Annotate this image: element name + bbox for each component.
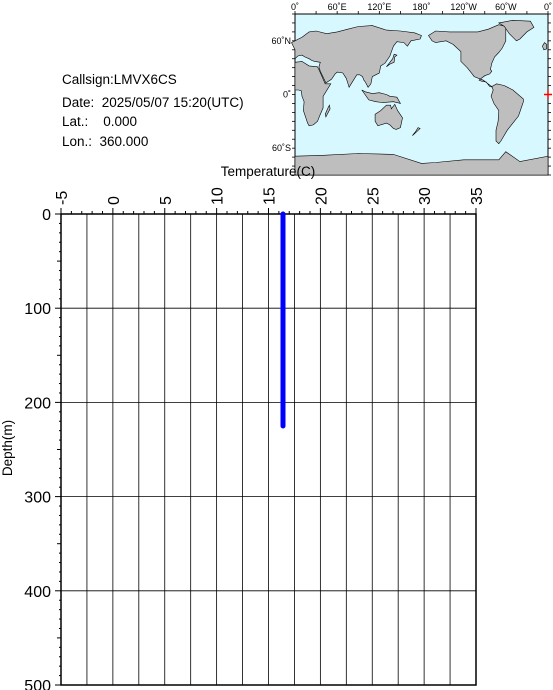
x-tick-label: 10 [210, 187, 227, 205]
map-longitude-label: 0˚ [291, 2, 299, 12]
land-shape [291, 25, 422, 89]
land-shape [412, 127, 421, 136]
world-map: 0˚ 60˚E 120˚E 180˚ 120˚W 60˚W 0˚ 60˚N 0˚ 60˚S [271, 2, 552, 176]
date-text: Date: 2025/05/07 15:20(UTC) [62, 95, 244, 110]
y-tick-label: 0 [42, 207, 51, 224]
land-shape [361, 89, 402, 104]
y-tick-label: 500 [24, 678, 51, 690]
x-axis-label: Temperature(C) [221, 164, 316, 179]
y-tick-label: 300 [24, 490, 51, 507]
land-shape [294, 61, 332, 127]
x-axis-ticks: -5 0 5 10 15 20 25 30 35 [54, 187, 486, 214]
x-tick-label: 25 [365, 187, 382, 205]
x-tick-label: 5 [158, 196, 175, 205]
x-tick-label: 0 [106, 196, 123, 205]
map-longitude-label: 120˚E [367, 2, 391, 12]
map-longitude-label: 60˚E [328, 2, 347, 12]
map-longitude-label: 120˚W [450, 2, 477, 12]
land-shape [542, 42, 547, 51]
map-longitude-label: 60˚W [495, 2, 517, 12]
map-longitude-label: 180˚ [412, 2, 430, 12]
x-tick-label: 20 [313, 187, 330, 205]
map-latitude-label: 0˚ [283, 90, 291, 100]
land-shape [324, 104, 331, 118]
map-latitude-label: 60˚N [271, 36, 291, 46]
x-tick-label: -5 [54, 191, 71, 205]
longitude-text: Lon.: 360.000 [62, 134, 149, 149]
land-shape [498, 19, 535, 42]
y-tick-label: 200 [24, 395, 51, 412]
y-tick-label: 400 [24, 584, 51, 601]
land-shape [490, 83, 524, 145]
x-tick-label: 30 [417, 187, 434, 205]
land-shape [428, 24, 507, 88]
map-latitude-label: 60˚S [272, 143, 291, 153]
map-labels: 0˚ 60˚E 120˚E 180˚ 120˚W 60˚W 0˚ 60˚N 0˚ 60˚S [271, 2, 552, 176]
x-tick-label: 15 [262, 187, 279, 205]
chart-grid [60, 213, 477, 686]
position-marker-icon [544, 90, 552, 99]
land-shape [294, 151, 549, 176]
map-longitude-label: 0˚ [544, 2, 552, 12]
x-tick-label: 35 [469, 187, 486, 205]
land-shape [374, 103, 403, 130]
map-land [291, 19, 549, 176]
callsign-text: Callsign:LMVX6CS [62, 72, 177, 87]
y-tick-label: 100 [24, 301, 51, 318]
land-shape [386, 53, 398, 68]
latitude-text: Lat.: 0.000 [62, 114, 138, 129]
y-axis-label: Depth(m) [0, 420, 15, 476]
y-axis-ticks: 0 100 200 300 400 500 [24, 207, 61, 690]
